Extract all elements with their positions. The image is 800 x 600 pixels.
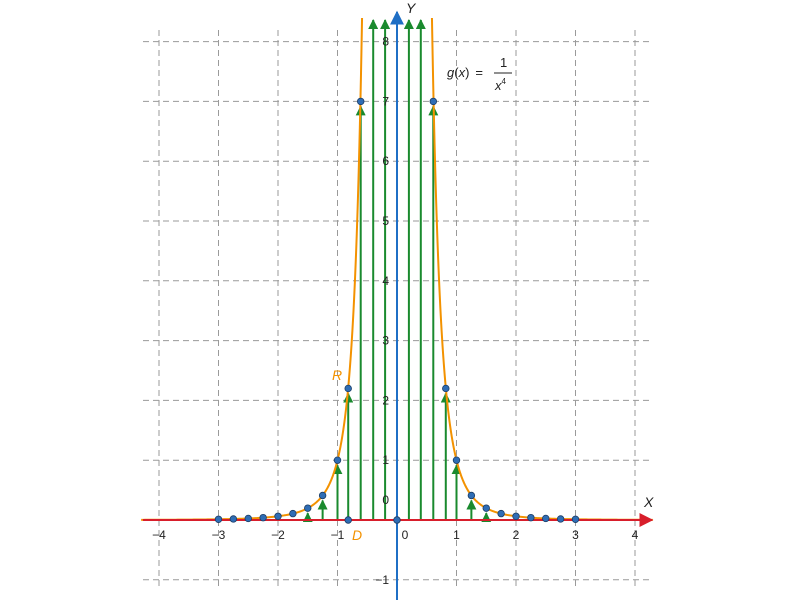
sample-point [357, 97, 365, 106]
formula-numerator: 1 [500, 55, 507, 70]
formula-denominator-var: x [494, 78, 502, 93]
x-tick-label: 2 [513, 528, 520, 542]
sample-point [442, 384, 450, 393]
function-curve-left [141, 18, 364, 521]
range-label: R [332, 367, 342, 383]
x-tick-label: 1 [453, 528, 460, 542]
y-tick-label: 1 [382, 453, 389, 467]
y-tick-labels: −1 1 2 3 4 5 6 7 8 0 [375, 35, 389, 587]
sample-point [467, 491, 476, 500]
axis-point [393, 516, 401, 524]
y-tick-label: 4 [382, 274, 389, 288]
sample-point [571, 515, 580, 523]
sample-point [482, 504, 490, 512]
sample-point [556, 515, 565, 523]
axis-point [344, 516, 352, 524]
sample-point [452, 456, 461, 464]
sample-point [429, 97, 437, 106]
y-tick-label: 7 [382, 94, 389, 108]
formula-denominator: x4 [494, 77, 507, 93]
y-tick-label: 5 [382, 214, 389, 228]
sample-point [497, 509, 505, 518]
sample-point [527, 513, 535, 522]
formula-function-name: g [447, 65, 455, 80]
x-tick-label: 0 [402, 528, 409, 542]
sample-point [229, 515, 238, 523]
x-axis-label: X [643, 494, 654, 510]
sample-point [274, 512, 282, 520]
y-tick-label: 8 [382, 35, 389, 49]
y-tick-label: 0 [382, 493, 389, 507]
y-axis-label: Y [406, 0, 417, 16]
sample-point [344, 384, 352, 393]
value-arrows [302, 19, 492, 523]
formula-open-paren: ( [454, 65, 459, 80]
x-tick-label: −1 [331, 528, 345, 542]
formula-equals: = [475, 65, 483, 80]
y-tick-label: 6 [382, 154, 389, 168]
sample-point [289, 509, 297, 518]
function-formula: g(x) = 1 x4 [447, 55, 512, 93]
sample-point [259, 513, 267, 522]
sample-points [214, 97, 580, 524]
x-tick-label: −3 [212, 528, 226, 542]
y-tick-label: −1 [375, 573, 389, 587]
formula-exponent: 4 [502, 77, 507, 86]
x-tick-label: 4 [632, 528, 639, 542]
formula-close-paren: ) [465, 65, 469, 80]
sample-point [512, 512, 520, 520]
domain-label: D [352, 527, 362, 543]
sample-point [304, 504, 312, 512]
y-tick-label: 3 [382, 334, 389, 348]
sample-point [333, 456, 342, 464]
sample-point [318, 491, 327, 500]
x-tick-label: −2 [271, 528, 285, 542]
function-curve-right [430, 18, 653, 521]
formula-variable: x [458, 65, 466, 80]
x-tick-labels: −4 −3 −2 −1 0 1 2 3 4 [152, 528, 639, 542]
sample-point [214, 515, 223, 523]
x-tick-label: 3 [572, 528, 579, 542]
sample-point [244, 514, 252, 523]
sample-point [542, 514, 550, 523]
formula-lhs: g(x) = [447, 65, 483, 80]
x-tick-label: −4 [152, 528, 166, 542]
y-tick-label: 2 [382, 393, 389, 407]
